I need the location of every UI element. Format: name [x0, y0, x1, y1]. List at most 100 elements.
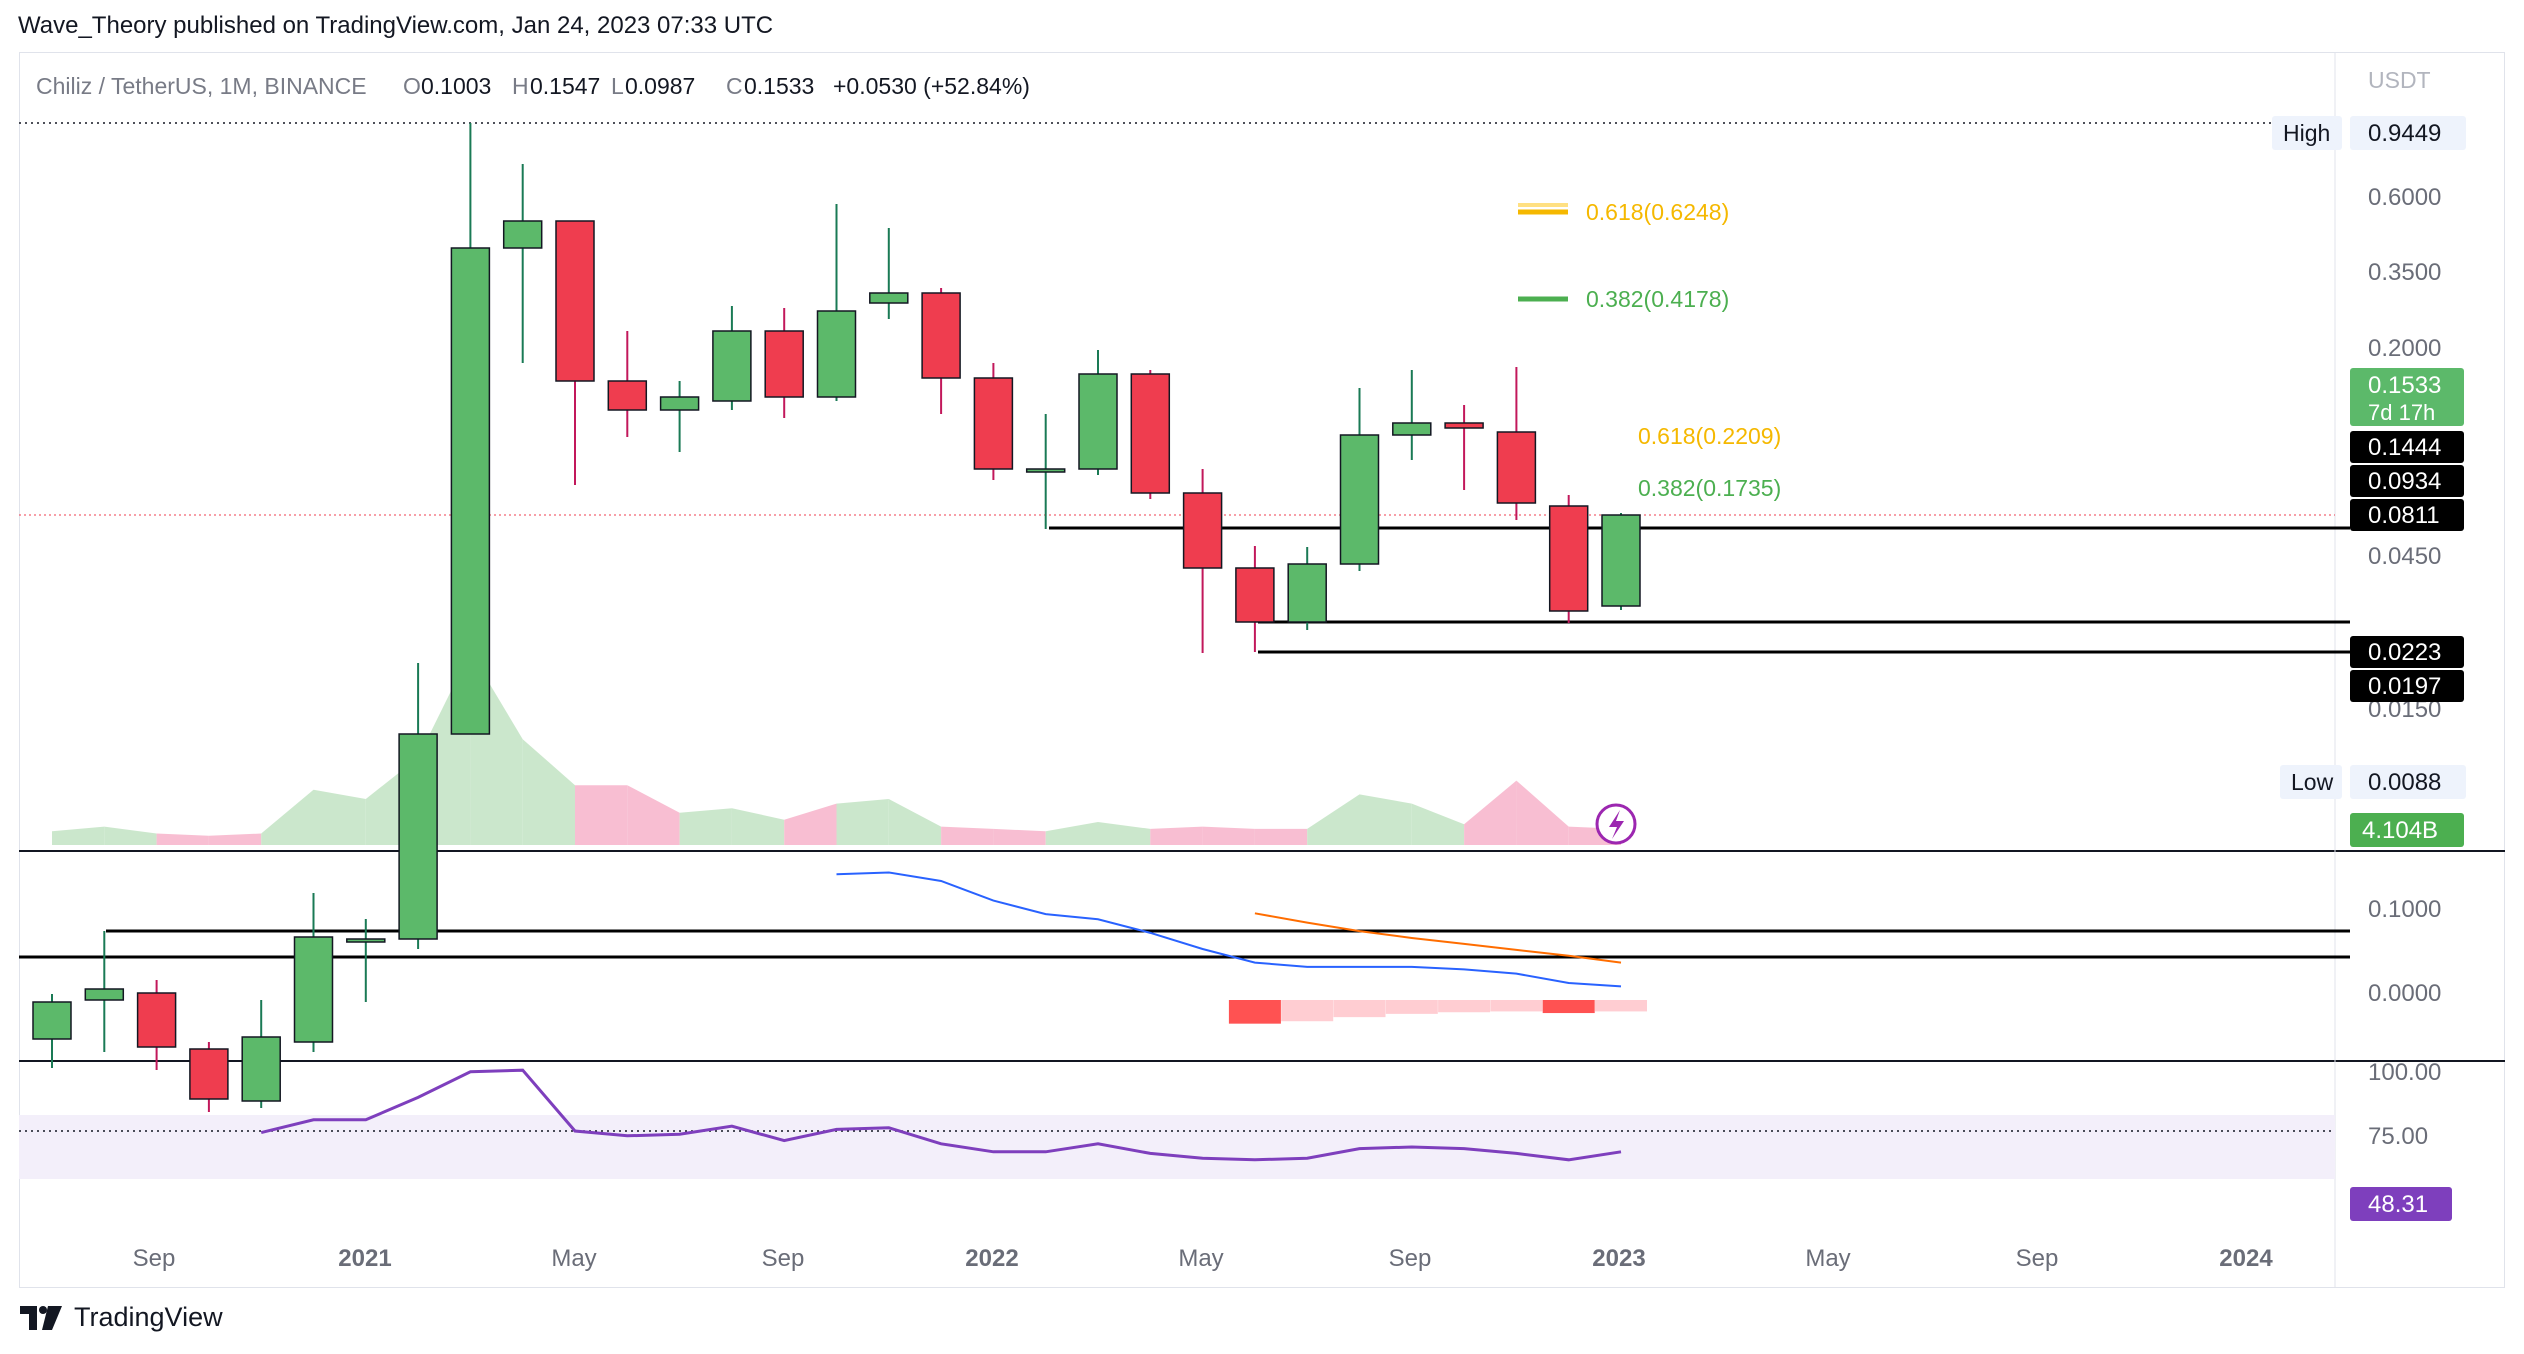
level-badge: [2350, 499, 2464, 531]
level-badge: [2350, 465, 2464, 497]
volume-segment: [941, 826, 994, 845]
price-tick: 0.0450: [2368, 543, 2441, 570]
level-badge: [2350, 636, 2464, 668]
legend-low-value: 0.0987: [625, 73, 695, 99]
candle-body[interactable]: [607, 380, 648, 411]
candle-body[interactable]: [502, 220, 543, 249]
candle-body[interactable]: [346, 938, 386, 943]
lightning-icon[interactable]: [1595, 803, 1637, 845]
horizontal-levels-group[interactable]: [19, 122, 2350, 1132]
candle-body[interactable]: [293, 936, 334, 1043]
chart-frame: [19, 52, 2505, 1288]
fib-level-label: 0.382(0.4178): [1586, 286, 1729, 312]
volume-segment: [836, 799, 889, 845]
candle-body[interactable]: [1496, 431, 1537, 504]
level-value: 0.0197: [2368, 673, 2441, 700]
macd-line: [836, 871, 1622, 988]
low-label: Low: [2291, 769, 2334, 795]
high-value: 0.9449: [2368, 120, 2441, 147]
candle-body[interactable]: [241, 1036, 281, 1102]
volume-segment: [208, 833, 262, 845]
legend-open-value: 0.1003: [421, 73, 491, 99]
volume-segment: [1254, 828, 1308, 845]
time-tick: Sep: [2016, 1245, 2059, 1272]
candle-body[interactable]: [869, 292, 909, 304]
countdown-value: 7d 17h: [2368, 400, 2435, 425]
candle-body[interactable]: [1025, 468, 1066, 473]
candle-body[interactable]: [816, 310, 857, 398]
volume-badge: [2350, 813, 2464, 847]
rsi-band: [19, 1115, 2335, 1179]
price-tick: 0.2000: [2368, 335, 2441, 362]
volume-segment: [1411, 803, 1465, 845]
price-tick: 0.3500: [2368, 259, 2441, 286]
volume-segment: [156, 833, 209, 845]
candle-body[interactable]: [921, 292, 961, 379]
rsi-tick: 100.00: [2368, 1059, 2441, 1086]
candle-body[interactable]: [1392, 422, 1432, 436]
tradingview-logo[interactable]: TradingView: [20, 1302, 223, 1333]
candle-body[interactable]: [1444, 422, 1484, 429]
candle-body[interactable]: [973, 377, 1014, 470]
volume-value: 4.104B: [2362, 817, 2438, 844]
volume-segment: [1045, 822, 1098, 845]
candle-body[interactable]: [189, 1048, 229, 1100]
macd-histogram-bar: [1228, 1000, 1281, 1024]
volume-segment: [104, 826, 157, 845]
volume-segment: [1516, 780, 1569, 845]
volume-segment: [1464, 780, 1517, 845]
rsi-group: [260, 1068, 1622, 1162]
candle-body[interactable]: [555, 220, 595, 382]
legend-close-label: C: [726, 73, 743, 99]
candle-body[interactable]: [712, 330, 752, 402]
candle-body[interactable]: [450, 247, 491, 735]
candle-body[interactable]: [1182, 492, 1223, 569]
candle-body[interactable]: [1287, 563, 1327, 623]
rsi-band-group: [19, 1115, 2335, 1179]
rsi-tick: 75.00: [2368, 1123, 2428, 1150]
low-value: 0.0088: [2368, 769, 2441, 796]
level-value: 0.0811: [2368, 502, 2440, 529]
candle-body[interactable]: [84, 988, 125, 1001]
volume-segment: [993, 828, 1046, 845]
macd-histogram-bar: [1281, 1000, 1334, 1022]
volume-segment: [1202, 826, 1255, 845]
volume-segment: [679, 808, 732, 845]
time-tick: 2023: [1592, 1245, 1645, 1272]
macd-tick: 0.1000: [2368, 896, 2441, 923]
candle-body[interactable]: [398, 733, 438, 940]
candle-body[interactable]: [1339, 434, 1380, 565]
macd-group: [836, 871, 1647, 1024]
candle-body[interactable]: [1235, 567, 1275, 623]
candle-body[interactable]: [32, 1001, 72, 1040]
candle-body[interactable]: [1548, 505, 1589, 612]
macd-histogram-bar: [1490, 1000, 1543, 1012]
fib-level-label: 0.618(0.2209): [1638, 423, 1781, 449]
time-tick: May: [1178, 1245, 1223, 1272]
fib-levels-group[interactable]: 0.618(0.6248) 0.382(0.4178) 0.618(0.2209) 0…: [1518, 199, 1781, 501]
macd-tick: 0.0000: [2368, 980, 2441, 1007]
volume-segment: [575, 785, 628, 845]
tradingview-brand: TradingView: [74, 1302, 223, 1332]
level-value: 0.0934: [2368, 468, 2441, 495]
last-price-badge: [2350, 368, 2464, 426]
volume-segment: [1307, 794, 1360, 845]
time-tick: Sep: [1389, 1245, 1432, 1272]
candle-body[interactable]: [659, 396, 700, 411]
time-tick: May: [551, 1245, 596, 1272]
candles-group[interactable]: [32, 123, 1641, 1112]
volume-segment: [888, 799, 942, 845]
candle-body[interactable]: [1078, 373, 1118, 470]
volume-segment: [731, 808, 785, 845]
low-value-badge: [2350, 765, 2466, 799]
candle-body[interactable]: [764, 330, 804, 398]
candle-body[interactable]: [1130, 373, 1171, 494]
publish-line: Wave_Theory published on TradingView.com…: [18, 12, 774, 39]
candle-body[interactable]: [136, 992, 177, 1048]
candle-body[interactable]: [1601, 514, 1641, 607]
macd-histogram-bar: [1333, 1000, 1386, 1018]
price-tick: 0.6000: [2368, 184, 2441, 211]
low-label-badge: [2280, 765, 2342, 799]
last-price-value: 0.1533: [2368, 372, 2441, 399]
